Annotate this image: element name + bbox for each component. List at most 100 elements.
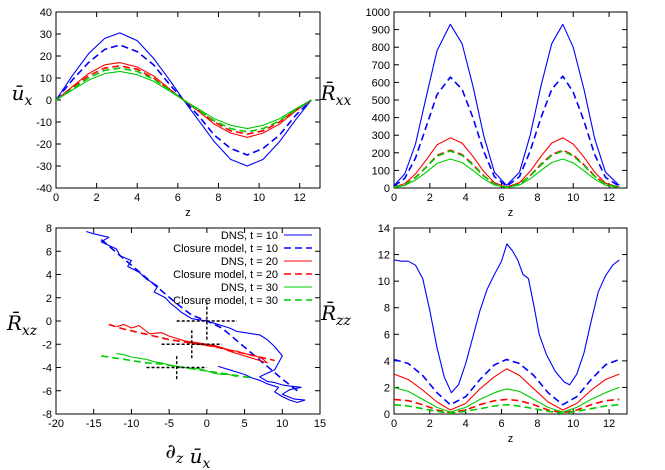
y-tick-label: 0 <box>46 95 52 107</box>
series-line-closure-model-t-30 <box>394 150 620 188</box>
chart-top-right: 0 2 4 6 8 10 12 0 100 200 300 400 500 600 700 800 900 100… <box>320 7 628 219</box>
y-tick-label: -20 <box>36 139 52 151</box>
y-tick-label: -4 <box>42 363 52 375</box>
y-axis-label: R̄xz <box>6 310 38 339</box>
series-group <box>86 230 306 403</box>
x-tick-label: 8 <box>215 192 221 204</box>
x-tick-label: 8 <box>534 192 540 204</box>
y-tick-label: -30 <box>36 161 52 173</box>
legend-label: Closure model, t = 30 <box>173 295 278 307</box>
x-tick-label: -15 <box>86 418 102 430</box>
series-line-dns-t-10 <box>394 23 620 186</box>
x-tick-label: 8 <box>534 418 540 430</box>
y-tick-label: 300 <box>372 130 390 142</box>
y-tick-label: 1000 <box>366 7 390 19</box>
series-line-closure-model-t-10 <box>394 75 620 187</box>
y-tick-label: 6 <box>46 246 52 258</box>
x-tick-label: 4 <box>463 192 469 204</box>
x-tick-label: 5 <box>242 418 248 430</box>
y-tick-label: 800 <box>372 42 390 54</box>
plot-frame <box>393 11 628 189</box>
y-tick-label: 40 <box>40 7 52 19</box>
series-line-dns-t-30 <box>394 158 620 188</box>
x-tick-label: 0 <box>391 418 397 430</box>
y-tick-label: -8 <box>42 409 52 421</box>
y-tick-label: 8 <box>46 223 52 235</box>
y-tick-label: 500 <box>372 95 390 107</box>
series-line-dns-t-10 <box>86 230 306 403</box>
y-tick-label: 0 <box>46 316 52 328</box>
y-tick-label: 600 <box>372 77 390 89</box>
y-tick-label: 4 <box>46 270 52 282</box>
x-tick-label: 10 <box>276 418 288 430</box>
y-tick-label: 10 <box>40 73 52 85</box>
plot-frame <box>55 11 321 189</box>
x-tick-label: 6 <box>498 418 504 430</box>
x-tick-label: -5 <box>164 418 174 430</box>
x-tick-label: 12 <box>294 192 306 204</box>
y-tick-label: 30 <box>40 29 52 41</box>
x-tick-label: 10 <box>253 192 265 204</box>
y-tick-label: 400 <box>372 113 390 125</box>
series-line-closure-model-t-20 <box>108 323 275 362</box>
y-tick-label: -2 <box>42 339 52 351</box>
series-line-closure-model-t-10 <box>394 358 620 406</box>
y-tick-label: 900 <box>372 25 390 37</box>
series-line-closure-model-t-20 <box>394 398 620 414</box>
series-line-closure-model-t-30 <box>101 355 253 379</box>
series-group <box>394 23 620 188</box>
y-axis-label: R̄xx <box>320 80 352 109</box>
y-tick-label: 12 <box>378 250 390 262</box>
plot-frame <box>393 227 628 415</box>
series-line-dns-t-30 <box>394 386 620 413</box>
x-tick-label: 4 <box>134 192 140 204</box>
x-tick-label: -20 <box>48 418 64 430</box>
chart-top-left: 0 2 4 6 8 10 12 -40 -30 -20 -10 0 10 20 30 40 z ūx <box>12 7 321 219</box>
y-tick-label: 8 <box>384 303 390 315</box>
series-line-dns-t-20 <box>394 368 620 411</box>
y-tick-label: 100 <box>372 165 390 177</box>
series-line-closure-model-t-30 <box>394 403 620 414</box>
y-tick-label: 20 <box>40 51 52 63</box>
x-tick-label: 2 <box>427 192 433 204</box>
series-line-closure-model-t-20 <box>394 149 620 188</box>
series-line-closure-model-t-30 <box>56 67 312 133</box>
y-tick-label: 0 <box>384 409 390 421</box>
y-tick-label: 2 <box>384 382 390 394</box>
x-tick-label: 0 <box>204 418 210 430</box>
legend-label: DNS, t = 30 <box>221 282 278 294</box>
x-tick-label: 10 <box>567 418 579 430</box>
y-tick-label: -6 <box>42 386 52 398</box>
y-tick-label: 6 <box>384 329 390 341</box>
chart-bottom-right: 0 2 4 6 8 10 12 0 2 4 6 8 10 12 14 z R̄zz <box>320 223 628 445</box>
x-tick-label: 12 <box>603 192 615 204</box>
y-tick-label: 700 <box>372 60 390 72</box>
legend-label: DNS, t = 20 <box>221 256 278 268</box>
series-group <box>56 32 312 167</box>
y-tick-label: -40 <box>36 183 52 195</box>
legend-label: Closure model, t = 10 <box>173 243 278 255</box>
y-axis-label: ūx <box>12 81 33 109</box>
x-axis-label: z <box>508 433 514 445</box>
x-tick-label: 2 <box>94 192 100 204</box>
x-tick-label: -10 <box>123 418 139 430</box>
legend-label: Closure model, t = 20 <box>173 269 278 281</box>
series-line-dns-t-20 <box>394 137 620 188</box>
x-tick-label: 6 <box>498 192 504 204</box>
x-axis-label: z <box>508 207 514 219</box>
x-axis-label: ∂z ūx <box>166 439 211 470</box>
y-tick-label: -10 <box>36 117 52 129</box>
legend-label: DNS, t = 10 <box>221 230 278 242</box>
x-tick-label: 15 <box>314 418 326 430</box>
y-tick-label: 200 <box>372 148 390 160</box>
y-tick-label: 2 <box>46 293 52 305</box>
series-line-closure-model-t-10 <box>56 44 312 156</box>
x-tick-label: 2 <box>427 418 433 430</box>
series-line-closure-model-t-10 <box>100 238 298 392</box>
x-tick-label: 4 <box>463 418 469 430</box>
x-axis-label: z <box>185 207 191 219</box>
y-tick-label: 10 <box>378 276 390 288</box>
